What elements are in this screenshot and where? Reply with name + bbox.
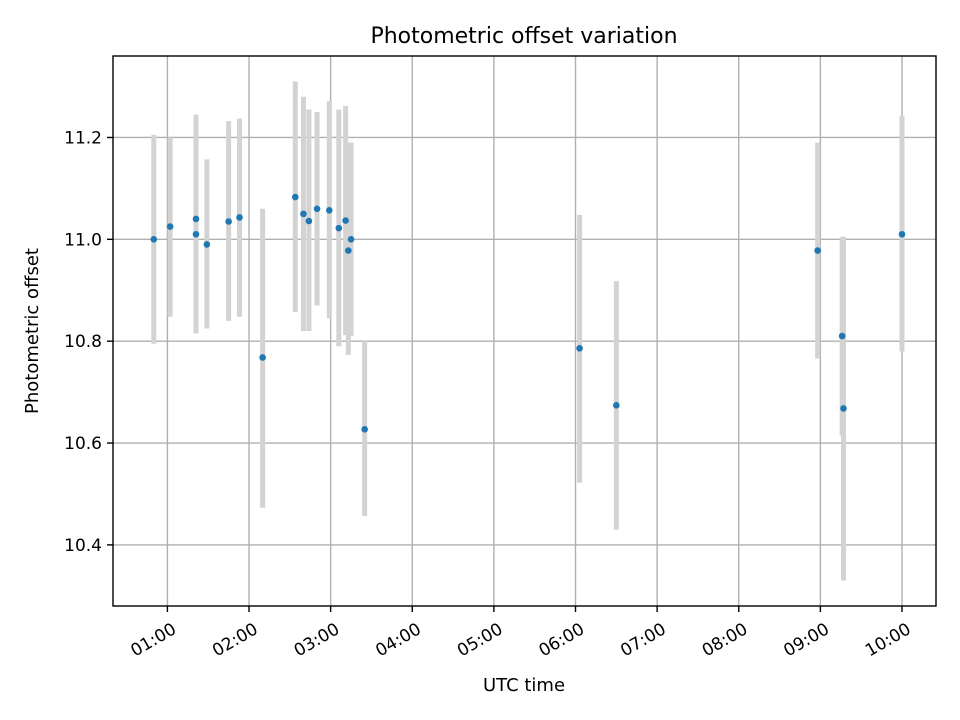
x-tick-label: 04:00 bbox=[372, 619, 424, 661]
data-point bbox=[342, 217, 349, 224]
x-tick-label: 08:00 bbox=[699, 619, 751, 661]
data-point bbox=[192, 215, 200, 223]
data-point bbox=[335, 224, 343, 232]
data-point bbox=[305, 217, 313, 225]
x-tick-label: 05:00 bbox=[454, 619, 506, 661]
data-point bbox=[300, 210, 307, 218]
data-point bbox=[838, 332, 846, 340]
y-axis-ticks: 10.4 10.6 10.8 11.0 11.2 bbox=[64, 128, 113, 556]
x-tick-label: 07:00 bbox=[617, 619, 669, 661]
data-point bbox=[576, 345, 583, 352]
data-point bbox=[192, 230, 200, 238]
data-point bbox=[613, 402, 620, 409]
x-tick-label: 09:00 bbox=[780, 619, 832, 661]
data-point bbox=[325, 207, 333, 214]
x-axis-label: UTC time bbox=[483, 675, 565, 696]
error-bars bbox=[151, 81, 905, 581]
data-point bbox=[236, 214, 243, 221]
data-point bbox=[814, 247, 821, 254]
plot-frame bbox=[112, 55, 937, 607]
data-point bbox=[225, 218, 232, 225]
data-point bbox=[345, 247, 352, 254]
y-tick-label: 11.2 bbox=[64, 128, 102, 148]
x-tick-label: 10:00 bbox=[862, 619, 914, 661]
y-tick-label: 10.6 bbox=[64, 434, 102, 454]
data-point bbox=[259, 354, 266, 361]
y-axis-label: Photometric offset bbox=[22, 248, 43, 414]
data-point bbox=[313, 205, 321, 213]
data-point bbox=[150, 236, 158, 243]
y-tick-label: 11.0 bbox=[64, 230, 102, 250]
x-tick-label: 06:00 bbox=[536, 619, 588, 661]
x-tick-label: 02:00 bbox=[209, 619, 261, 661]
data-point bbox=[203, 241, 211, 248]
grid bbox=[113, 56, 936, 606]
data-point bbox=[840, 405, 847, 412]
y-tick-label: 10.8 bbox=[64, 332, 102, 352]
chart-title: Photometric offset variation bbox=[370, 24, 677, 49]
x-tick-label: 03:00 bbox=[291, 619, 343, 661]
data-points bbox=[150, 193, 906, 433]
data-point bbox=[291, 193, 299, 201]
y-tick-label: 10.4 bbox=[64, 536, 102, 556]
data-point bbox=[347, 236, 355, 243]
data-point bbox=[898, 230, 906, 238]
x-axis-ticks: 01:00 02:00 03:00 04:00 05:00 06:00 07:00 08:00… bbox=[127, 606, 914, 661]
data-point bbox=[166, 223, 174, 230]
x-tick-label: 01:00 bbox=[127, 619, 179, 661]
data-point bbox=[361, 425, 368, 433]
